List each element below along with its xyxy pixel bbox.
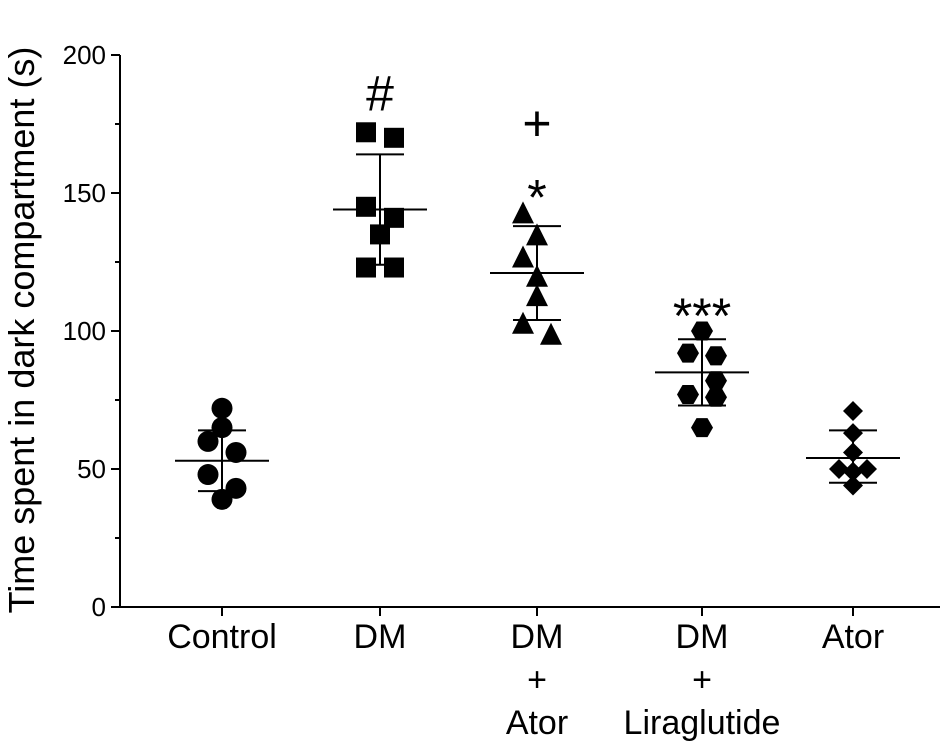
group-4 [806, 401, 900, 496]
x-category-label: Control [167, 618, 277, 656]
data-point-square [384, 257, 404, 278]
y-axis: 0 50 100 150 200 [63, 40, 121, 622]
y-tick-label: 200 [63, 40, 106, 70]
data-point-circle [225, 441, 247, 463]
x-category-label: + [692, 661, 712, 699]
y-axis-label: Time spent in dark compartment (s) [1, 47, 42, 614]
x-category-label: DM [354, 618, 407, 656]
x-category-label: DM [676, 618, 729, 656]
data-point-diamond [843, 401, 863, 422]
data-point-hexagon [705, 387, 727, 407]
y-tick-label: 50 [77, 454, 106, 484]
group-2: *+ [490, 95, 584, 345]
x-category-label: Liraglutide [624, 704, 781, 742]
x-category-label: Ator [506, 704, 568, 742]
data-point-hexagon [677, 385, 699, 404]
data-point-square [356, 122, 376, 143]
data-point-circle [211, 488, 233, 510]
data-point-square [384, 127, 404, 148]
data-point-circle [211, 397, 233, 419]
data-point-hexagon [677, 343, 699, 363]
data-point-diamond [857, 459, 877, 479]
data-point-circle [211, 417, 233, 439]
x-category-label: + [527, 661, 547, 699]
data-point-hexagon [705, 371, 727, 391]
group-1: # [333, 65, 427, 278]
significance-annotation: + [522, 95, 551, 151]
data-point-square [356, 196, 376, 217]
data-point-triangle [512, 201, 534, 224]
group-0 [175, 397, 269, 510]
x-category-label: Ator [822, 618, 884, 656]
y-tick-label: 0 [92, 592, 106, 622]
group-3: *** [655, 288, 749, 438]
data-point-hexagon [691, 418, 713, 438]
data-point-triangle [512, 311, 534, 334]
x-category-label: DM [511, 618, 564, 656]
data-point-diamond [843, 475, 863, 496]
data-point-square [356, 257, 376, 278]
data-point-square [384, 207, 404, 228]
significance-annotation: * [527, 169, 546, 225]
data-point-hexagon [691, 321, 713, 341]
y-tick-label: 100 [63, 316, 106, 346]
significance-annotation: # [366, 65, 394, 121]
data-point-triangle [540, 322, 562, 345]
data-point-diamond [829, 459, 849, 479]
data-point-triangle [512, 245, 534, 268]
significance-annotation: *** [673, 288, 731, 344]
data-point-circle [197, 464, 219, 486]
y-tick-label: 150 [63, 178, 106, 208]
x-axis: Control DM DM + Ator DM + Liraglutide Ator [120, 606, 940, 742]
data-point-circle [197, 430, 219, 452]
data-point-hexagon [705, 346, 727, 366]
data-groups: #*+*** [175, 65, 900, 510]
